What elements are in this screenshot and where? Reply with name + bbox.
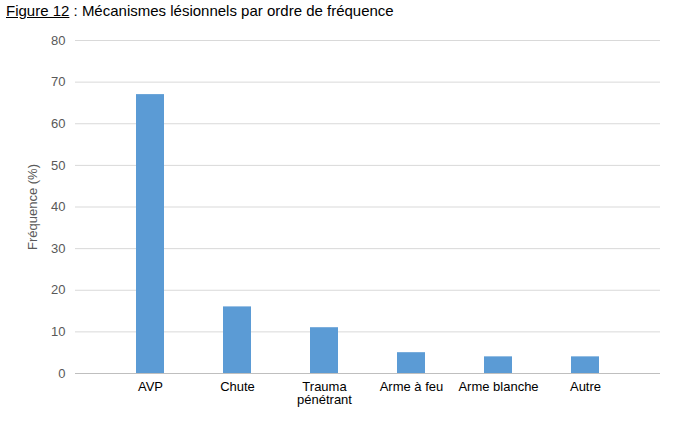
svg-text:AVP: AVP — [138, 379, 163, 394]
svg-text:Arme à feu: Arme à feu — [380, 379, 444, 394]
svg-text:40: 40 — [51, 199, 65, 214]
svg-text:10: 10 — [51, 324, 65, 339]
svg-text:0: 0 — [58, 366, 65, 381]
svg-text:50: 50 — [51, 158, 65, 173]
svg-text:60: 60 — [51, 116, 65, 131]
svg-text:Autre: Autre — [570, 379, 601, 394]
svg-text:20: 20 — [51, 282, 65, 297]
svg-text:80: 80 — [51, 33, 65, 48]
svg-text:70: 70 — [51, 74, 65, 89]
svg-text:Chute: Chute — [220, 379, 255, 394]
svg-text:Fréquence (%): Fréquence (%) — [25, 164, 40, 250]
svg-text:Arme blanche: Arme blanche — [458, 379, 538, 394]
svg-text:30: 30 — [51, 241, 65, 256]
html-text:Figure 12: Mécanismes lésionne: Figure 12: Mécanismes lésionnels par ord… — [6, 2, 394, 19]
svg-text:Traumapénétrant: Traumapénétrant — [297, 379, 352, 407]
